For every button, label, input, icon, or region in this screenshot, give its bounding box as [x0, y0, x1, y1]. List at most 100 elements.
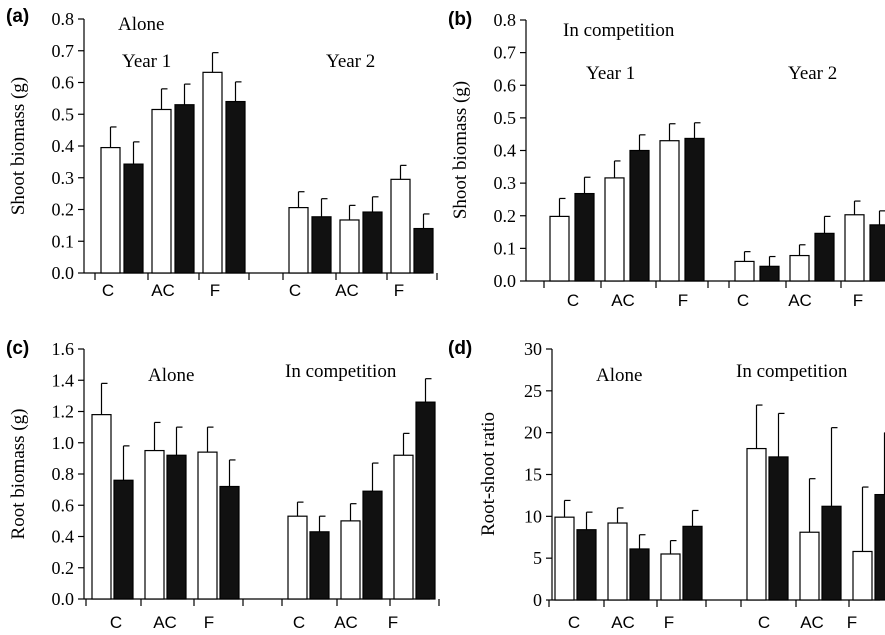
bar-open — [100, 146, 121, 274]
y-tick-label: 5 — [533, 548, 542, 568]
x-category-label: F — [388, 613, 398, 632]
bar-open — [144, 449, 165, 600]
y-tick-label: 25 — [524, 381, 542, 401]
chart-annotation: In competition — [563, 20, 675, 41]
panel-label: (d) — [448, 338, 472, 359]
bar-filled — [874, 493, 885, 601]
x-category-label: F — [678, 291, 688, 310]
chart-panel-b: 0.0 0.1 0.2 0.3 0.4 0.5 0.6 0.7 0.8 C AC F C AC F (b) Sh… — [448, 9, 885, 310]
bar-filled — [174, 104, 195, 274]
x-category-label: AC — [788, 291, 812, 310]
x-category-label: F — [853, 291, 863, 310]
bar-filled — [362, 211, 383, 274]
y-tick-label: 0.2 — [52, 200, 75, 220]
bar-open — [549, 215, 570, 282]
chart-annotation: Alone — [148, 365, 194, 386]
bar-filled — [629, 149, 650, 282]
bar-filled — [682, 525, 703, 601]
y-tick-label: 0.4 — [494, 141, 517, 161]
y-tick-label: 0.0 — [52, 263, 75, 283]
y-tick-label: 0.5 — [494, 108, 517, 128]
bar-open — [660, 553, 681, 601]
bar-open — [390, 178, 411, 274]
bar-filled — [768, 456, 789, 601]
y-tick-label: 1.6 — [52, 339, 75, 359]
y-tick-label: 0.8 — [52, 9, 75, 29]
x-category-label: AC — [611, 613, 635, 632]
bar-filled — [362, 490, 383, 600]
bar-filled — [166, 454, 187, 600]
bar-open — [607, 522, 628, 601]
y-axis-title: Root biomass (g) — [8, 409, 29, 540]
x-category-label: F — [210, 281, 220, 300]
x-category-label: AC — [334, 613, 358, 632]
y-tick-label: 0.2 — [494, 206, 517, 226]
bar-filled — [821, 505, 842, 601]
x-category-label: C — [289, 281, 301, 300]
panel-label: (a) — [6, 6, 29, 27]
bar-open — [799, 531, 820, 601]
chart-panel-c: 0.0 0.2 0.4 0.6 0.8 1.0 1.2 1.4 1.6 C AC F C AC F (c) Ro… — [6, 338, 440, 632]
y-tick-label: 0.6 — [52, 73, 75, 93]
y-tick-label: 1.0 — [52, 433, 75, 453]
y-tick-label: 10 — [524, 506, 542, 526]
x-category-label: AC — [800, 613, 824, 632]
chart-annotation: In competition — [736, 361, 848, 382]
x-category-label: C — [110, 613, 122, 632]
bar-filled — [413, 227, 434, 274]
y-tick-label: 0.2 — [52, 558, 75, 578]
x-category-label: C — [737, 291, 749, 310]
bar-open — [91, 414, 112, 600]
bar-open — [288, 206, 309, 274]
bar-open — [339, 219, 360, 274]
y-tick-label: 30 — [524, 339, 542, 359]
x-category-label: C — [293, 613, 305, 632]
bar-open — [287, 515, 308, 600]
bar-filled — [629, 548, 650, 601]
bar-open — [340, 520, 361, 600]
bar-open — [844, 214, 865, 282]
bar-filled — [123, 163, 144, 274]
chart-panel-d: 0 5 10 15 20 25 30 C AC F C AC F (d) Root-shoot ratio A… — [448, 338, 885, 632]
x-category-label: AC — [151, 281, 175, 300]
y-tick-label: 0.8 — [494, 10, 517, 30]
bar-open — [197, 451, 218, 600]
bar-open — [151, 108, 172, 274]
y-tick-label: 0.6 — [494, 75, 517, 95]
bar-filled — [113, 479, 134, 600]
bar-filled — [759, 265, 780, 282]
y-tick-label: 1.4 — [52, 370, 75, 390]
y-axis-title: Root-shoot ratio — [478, 412, 499, 536]
chart-annotation: Year 2 — [788, 63, 837, 84]
bar-filled — [219, 485, 240, 600]
chart-annotation: Year 1 — [122, 51, 171, 72]
y-tick-label: 0.4 — [52, 136, 75, 156]
x-category-label: F — [847, 613, 857, 632]
bar-filled — [309, 531, 330, 600]
y-tick-label: 0.1 — [52, 231, 75, 251]
x-category-label: AC — [611, 291, 635, 310]
chart-annotation: In competition — [285, 361, 397, 382]
y-tick-label: 20 — [524, 423, 542, 443]
x-category-label: F — [204, 613, 214, 632]
bar-filled — [574, 192, 595, 282]
chart-annotation: Alone — [118, 14, 164, 35]
y-axis-title: Shoot biomass (g) — [450, 81, 471, 219]
bar-open — [852, 550, 873, 601]
bar-filled — [814, 232, 835, 282]
bar-open — [554, 516, 575, 601]
y-tick-label: 0.5 — [52, 104, 75, 124]
y-axis-title: Shoot biomass (g) — [8, 77, 29, 215]
x-category-label: AC — [335, 281, 359, 300]
y-tick-label: 0.1 — [494, 238, 517, 258]
bar-open — [393, 454, 414, 600]
bar-filled — [311, 216, 332, 274]
x-category-label: C — [758, 613, 770, 632]
panel-label: (c) — [6, 338, 29, 359]
bar-open — [789, 254, 810, 282]
bar-filled — [415, 401, 436, 600]
y-tick-label: 0.3 — [52, 168, 75, 188]
y-tick-label: 1.2 — [52, 402, 75, 422]
bar-open — [659, 140, 680, 282]
